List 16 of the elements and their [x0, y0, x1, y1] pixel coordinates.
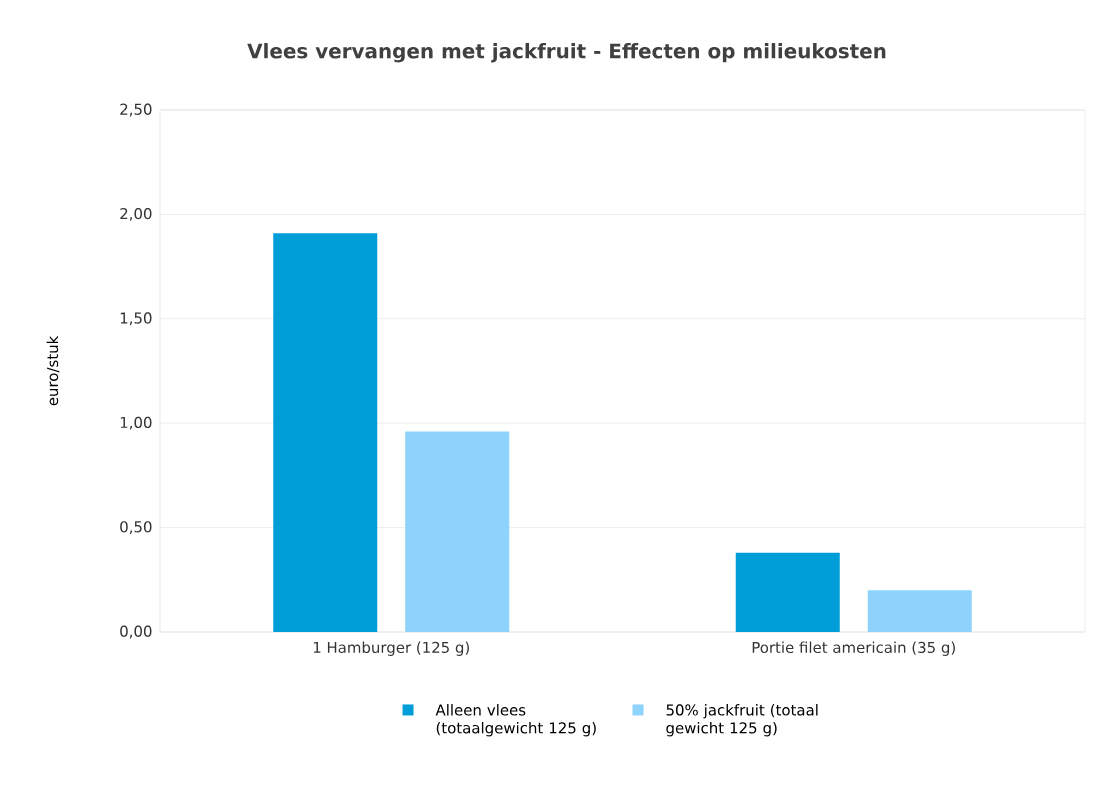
bar	[867, 590, 972, 632]
legend-label: Alleen vlees (totaalgewicht 125 g)	[435, 704, 596, 737]
y-tick-label: 1,00	[120, 416, 152, 430]
bar	[735, 552, 840, 632]
y-tick-label: 0,00	[120, 625, 152, 639]
bar	[405, 431, 510, 632]
y-axis-title: euro/stuk	[46, 335, 60, 406]
y-tick-label: 2,50	[120, 103, 152, 117]
bar	[273, 233, 378, 632]
x-tick-label: 1 Hamburger (125 g)	[313, 641, 469, 656]
chart-title: Vlees vervangen met jackfruit - Effecten op milieukosten	[247, 43, 886, 63]
y-tick-label: 1,50	[120, 312, 152, 326]
x-tick-label: Portie filet americain (35 g)	[752, 641, 955, 656]
y-tick-label: 2,00	[120, 207, 152, 221]
y-tick-label: 0,50	[120, 521, 152, 534]
legend-label: 50% jackfruit (totaal gewicht 125 g)	[666, 704, 818, 737]
